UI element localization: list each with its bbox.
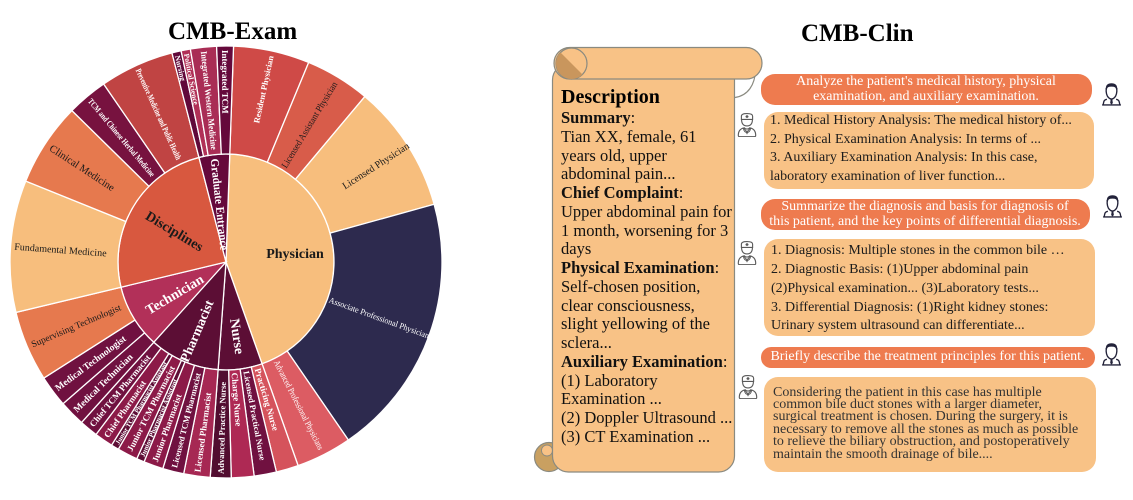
svg-text:Integrated TCM: Integrated TCM (220, 50, 230, 114)
svg-text:Advanced Practice Nurse: Advanced Practice Nurse (216, 382, 228, 475)
svg-text:Nurse: Nurse (226, 318, 246, 356)
svg-text:Physician: Physician (266, 247, 324, 262)
svg-text:Charge Nurse: Charge Nurse (230, 372, 244, 426)
